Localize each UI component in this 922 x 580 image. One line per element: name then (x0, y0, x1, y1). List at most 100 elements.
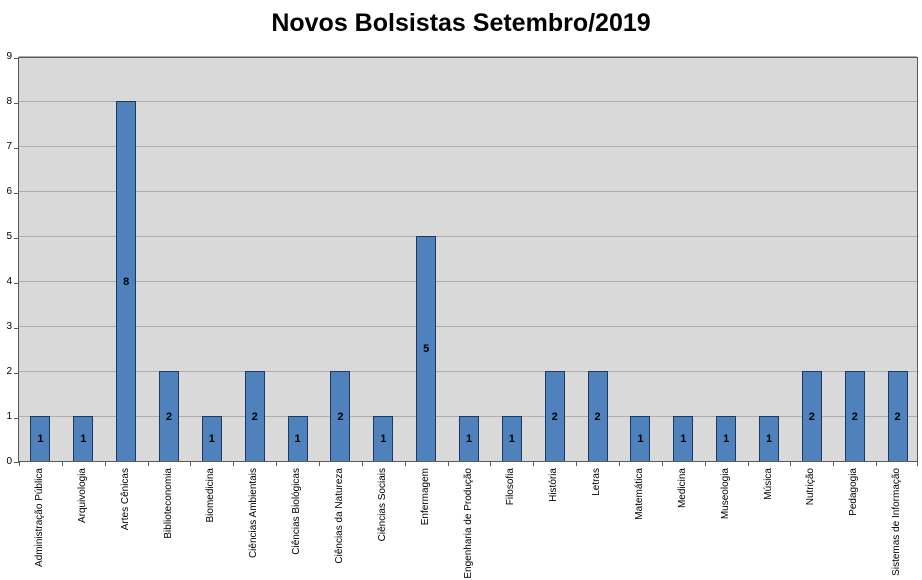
bar: 2 (159, 371, 179, 461)
x-axis-label: Nutrição (805, 468, 817, 506)
x-axis-tick (661, 461, 663, 466)
x-axis-label: Museologia (719, 468, 731, 520)
x-axis-tick (61, 461, 63, 466)
y-axis: 0 1 2 3 4 5 6 7 8 9 (0, 52, 15, 467)
bar: 1 (30, 416, 51, 461)
bar-value-label: 1 (680, 433, 687, 445)
y-axis-tick (14, 328, 19, 329)
bar: 1 (630, 416, 651, 461)
x-axis-label: Biomedicina (205, 468, 217, 523)
x-axis-tick (319, 461, 320, 466)
x-axis-tick (490, 461, 492, 466)
x-axis-tick (704, 461, 706, 466)
bar-value-label: 1 (380, 433, 387, 445)
x-axis-tick (404, 461, 406, 466)
bar-value-label: 5 (423, 343, 430, 355)
bar-value-label: 2 (808, 410, 815, 423)
x-axis-label-cell: Administração Pública (18, 468, 61, 580)
bar: 8 (116, 101, 137, 461)
x-axis-label: Música (762, 468, 774, 500)
x-axis-label-cell: Música (747, 468, 790, 580)
x-axis-tick (833, 461, 835, 466)
bar: 2 (887, 371, 908, 461)
x-axis-label-cell: Sistemas de Informação (875, 468, 918, 580)
bar: 1 (716, 416, 737, 461)
x-axis-label-cell: Artes Cênicas (104, 468, 147, 580)
bar-value-label: 2 (551, 410, 558, 423)
y-axis-tick (14, 58, 19, 59)
x-axis-label-cell: História (532, 468, 575, 580)
x-axis-tick (876, 461, 878, 466)
bar: 2 (244, 371, 265, 461)
x-axis-label-cell: Nutrição (789, 468, 832, 580)
x-axis-label: História (548, 468, 560, 502)
x-axis-label: Medicina (676, 468, 688, 509)
x-axis-tick (447, 461, 449, 466)
x-axis-label: Filosofia (505, 468, 517, 506)
bar-value-label: 1 (723, 433, 730, 445)
y-axis-tick (14, 418, 19, 419)
x-axis-label: Ciências da Natureza (333, 468, 345, 564)
bar: 2 (330, 371, 351, 461)
y-axis-tick-label: 7 (6, 141, 12, 152)
y-axis-tick-label: 4 (6, 276, 12, 287)
bar-value-label: 1 (465, 433, 473, 445)
gridline (19, 190, 917, 192)
x-axis-label: Engenharia de Produção (462, 468, 474, 579)
plot-area: 1 1 8 2 1 2 1 2 1 5 1 1 2 2 1 1 1 1 2 2 2 (14, 55, 918, 466)
x-axis-tick (233, 461, 235, 466)
x-axis: Administração Pública Arquivologia Artes C… (18, 468, 918, 580)
bar-value-label: 2 (251, 410, 258, 423)
bar: 1 (759, 416, 779, 461)
y-axis-tick (14, 148, 19, 149)
gridline (19, 100, 917, 102)
x-axis-label-cell: Filosofia (489, 468, 532, 580)
x-axis-tick (619, 461, 620, 466)
x-axis-label-cell: Ciências Ambientais (232, 468, 275, 580)
x-axis-tick (276, 461, 278, 466)
x-axis-label-cell: Ciências Sociais (361, 468, 404, 580)
x-axis-label-cell: Letras (575, 468, 618, 580)
x-axis-label-cell: Enfermagem (404, 468, 447, 580)
y-axis-tick-label: 0 (6, 456, 12, 467)
gridline (19, 280, 917, 282)
x-axis-label-cell: Arquivologia (61, 468, 104, 580)
x-axis-label: Enfermagem (419, 468, 431, 526)
bar-value-label: 1 (637, 433, 644, 445)
x-axis-tick (361, 461, 363, 466)
bar: 1 (73, 416, 94, 461)
x-axis-label: Artes Cênicas (119, 468, 131, 531)
y-axis-tick-label: 5 (6, 231, 12, 242)
bar: 1 (501, 416, 522, 461)
bar-value-label: 2 (594, 410, 601, 423)
x-axis-label-cell: Matemática (618, 468, 661, 580)
bar: 1 (673, 416, 694, 461)
x-axis-label-cell: Ciências da Natureza (318, 468, 361, 580)
bar-value-label: 1 (294, 433, 301, 445)
x-axis-tick (576, 461, 578, 466)
gridline (19, 325, 917, 327)
y-axis-tick (14, 238, 19, 239)
y-axis-tick (14, 462, 19, 463)
x-axis-label-cell: Biomedicina (189, 468, 232, 580)
x-axis-tick (19, 461, 20, 466)
y-axis-tick (14, 193, 19, 194)
x-axis-label: Pedagogia (848, 468, 860, 516)
x-axis-label-cell: Pedagogia (832, 468, 875, 580)
x-axis-tick (147, 461, 149, 466)
x-axis-label: Ciências Sociais (376, 468, 388, 542)
gridline (19, 370, 917, 372)
bar: 2 (587, 371, 608, 461)
y-axis-tick-label: 3 (6, 321, 12, 332)
bar: 1 (287, 416, 308, 461)
x-axis-label-cell: Medicina (661, 468, 704, 580)
y-axis-tick-label: 1 (6, 411, 12, 422)
bar: 2 (544, 371, 565, 461)
y-axis-tick (14, 373, 19, 374)
bar: 2 (801, 371, 822, 461)
bar-value-label: 1 (37, 433, 44, 445)
gridline (19, 55, 917, 57)
bar: 1 (373, 416, 394, 461)
x-axis-label: Letras (591, 468, 603, 496)
y-axis-tick (14, 103, 19, 104)
